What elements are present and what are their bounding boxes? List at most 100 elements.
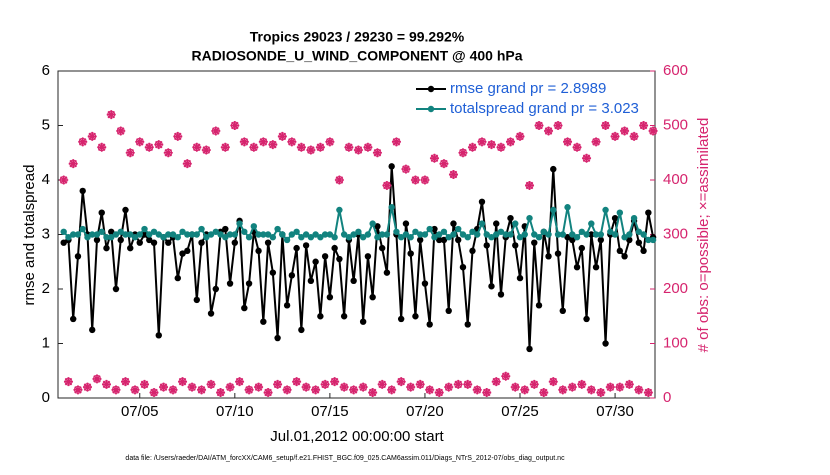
- series-marker: [226, 280, 234, 287]
- obs-assimilated-marker: [216, 388, 226, 398]
- series-marker: [588, 220, 595, 227]
- series-marker: [569, 231, 576, 238]
- series-marker: [79, 187, 86, 195]
- obs-assimilated-marker: [372, 148, 382, 158]
- series-marker: [402, 231, 410, 238]
- obs-assimilated-marker: [496, 142, 506, 152]
- series-marker: [155, 231, 162, 238]
- obs-assimilated-marker: [620, 126, 630, 136]
- series-marker: [383, 269, 391, 276]
- series-marker: [250, 223, 258, 230]
- y2-tick-label: 0: [663, 389, 671, 406]
- obs-assimilated-marker: [605, 382, 615, 392]
- series-marker: [93, 231, 101, 238]
- series-marker: [455, 236, 462, 244]
- series-marker: [369, 220, 376, 227]
- obs-assimilated-marker: [610, 131, 620, 141]
- obs-assimilated-marker: [425, 385, 435, 395]
- series-marker: [550, 206, 557, 214]
- obs-assimilated-marker: [201, 145, 211, 155]
- series-marker: [136, 231, 143, 238]
- series-marker: [545, 253, 552, 260]
- series-marker: [626, 231, 633, 238]
- obs-assimilated-marker: [406, 382, 416, 392]
- obs-assimilated-marker: [92, 374, 102, 384]
- obs-assimilated-marker: [130, 385, 140, 395]
- y-tick-label: 3: [42, 225, 50, 242]
- series-marker: [616, 247, 624, 255]
- series-marker: [573, 234, 581, 241]
- series-marker: [397, 315, 405, 323]
- series-marker: [426, 321, 433, 328]
- series-marker: [212, 228, 220, 235]
- obs-assimilated-marker: [106, 110, 116, 120]
- obs-assimilated-marker: [582, 153, 592, 163]
- series-marker: [340, 313, 348, 320]
- series-marker: [350, 231, 357, 238]
- obs-assimilated-marker: [486, 140, 496, 150]
- series-marker: [117, 236, 124, 244]
- obs-assimilated-marker: [168, 385, 178, 395]
- y-tick-label: 0: [42, 389, 50, 406]
- series-marker: [331, 234, 338, 241]
- series-marker: [545, 231, 552, 238]
- obs-assimilated-marker: [458, 148, 468, 158]
- series-marker: [264, 239, 272, 246]
- obs-assimilated-marker: [306, 145, 316, 155]
- obs-assimilated-marker: [187, 382, 197, 392]
- series-marker: [431, 225, 438, 233]
- series-marker: [474, 231, 481, 238]
- series-marker: [241, 228, 248, 235]
- series-marker: [184, 231, 191, 238]
- obs-assimilated-marker: [467, 142, 477, 152]
- series-marker: [388, 163, 395, 170]
- series-marker: [155, 332, 162, 339]
- obs-assimilated-marker: [401, 164, 411, 174]
- obs-assimilated-marker: [643, 388, 653, 398]
- series-marker: [255, 247, 262, 255]
- obs-assimilated-marker: [97, 142, 107, 152]
- obs-assimilated-marker: [334, 175, 344, 185]
- series-marker: [616, 209, 624, 216]
- obs-assimilated-marker: [192, 142, 202, 152]
- series-marker: [345, 234, 353, 241]
- series-marker: [193, 231, 200, 238]
- legend-marker: [427, 105, 435, 113]
- series-marker: [602, 340, 609, 347]
- series-marker: [79, 225, 86, 233]
- series-marker: [436, 231, 443, 238]
- series-marker: [436, 236, 443, 244]
- obs-assimilated-marker: [149, 388, 159, 398]
- obs-assimilated-marker: [116, 126, 126, 136]
- obs-assimilated-marker: [154, 140, 164, 150]
- x-axis-label: Jul.01,2012 00:00:00 start: [270, 428, 444, 445]
- series-marker: [469, 247, 476, 255]
- series-marker: [283, 236, 291, 244]
- obs-assimilated-marker: [78, 137, 88, 147]
- series-marker: [450, 220, 457, 227]
- series-marker: [74, 253, 82, 260]
- obs-assimilated-marker: [539, 388, 549, 398]
- obs-assimilated-marker: [525, 180, 535, 190]
- series-marker: [98, 209, 105, 216]
- series-marker: [198, 239, 205, 246]
- obs-assimilated-marker: [282, 385, 292, 395]
- obs-assimilated-marker: [463, 379, 473, 389]
- series-marker: [165, 239, 172, 246]
- legend-box: [412, 77, 647, 121]
- series-marker: [112, 231, 120, 238]
- series-marker: [521, 231, 528, 238]
- series-marker: [502, 231, 509, 238]
- series-marker: [364, 253, 372, 260]
- series-marker: [483, 242, 490, 249]
- obs-assimilated-marker: [163, 148, 173, 158]
- series-marker: [531, 239, 538, 246]
- series-marker: [497, 228, 505, 235]
- series-marker: [440, 236, 448, 244]
- y2-tick-label: 200: [663, 280, 688, 297]
- series-marker: [640, 247, 647, 255]
- obs-assimilated-marker: [87, 131, 97, 141]
- series-marker: [507, 231, 514, 238]
- series-marker: [583, 315, 590, 323]
- series-marker: [60, 228, 67, 235]
